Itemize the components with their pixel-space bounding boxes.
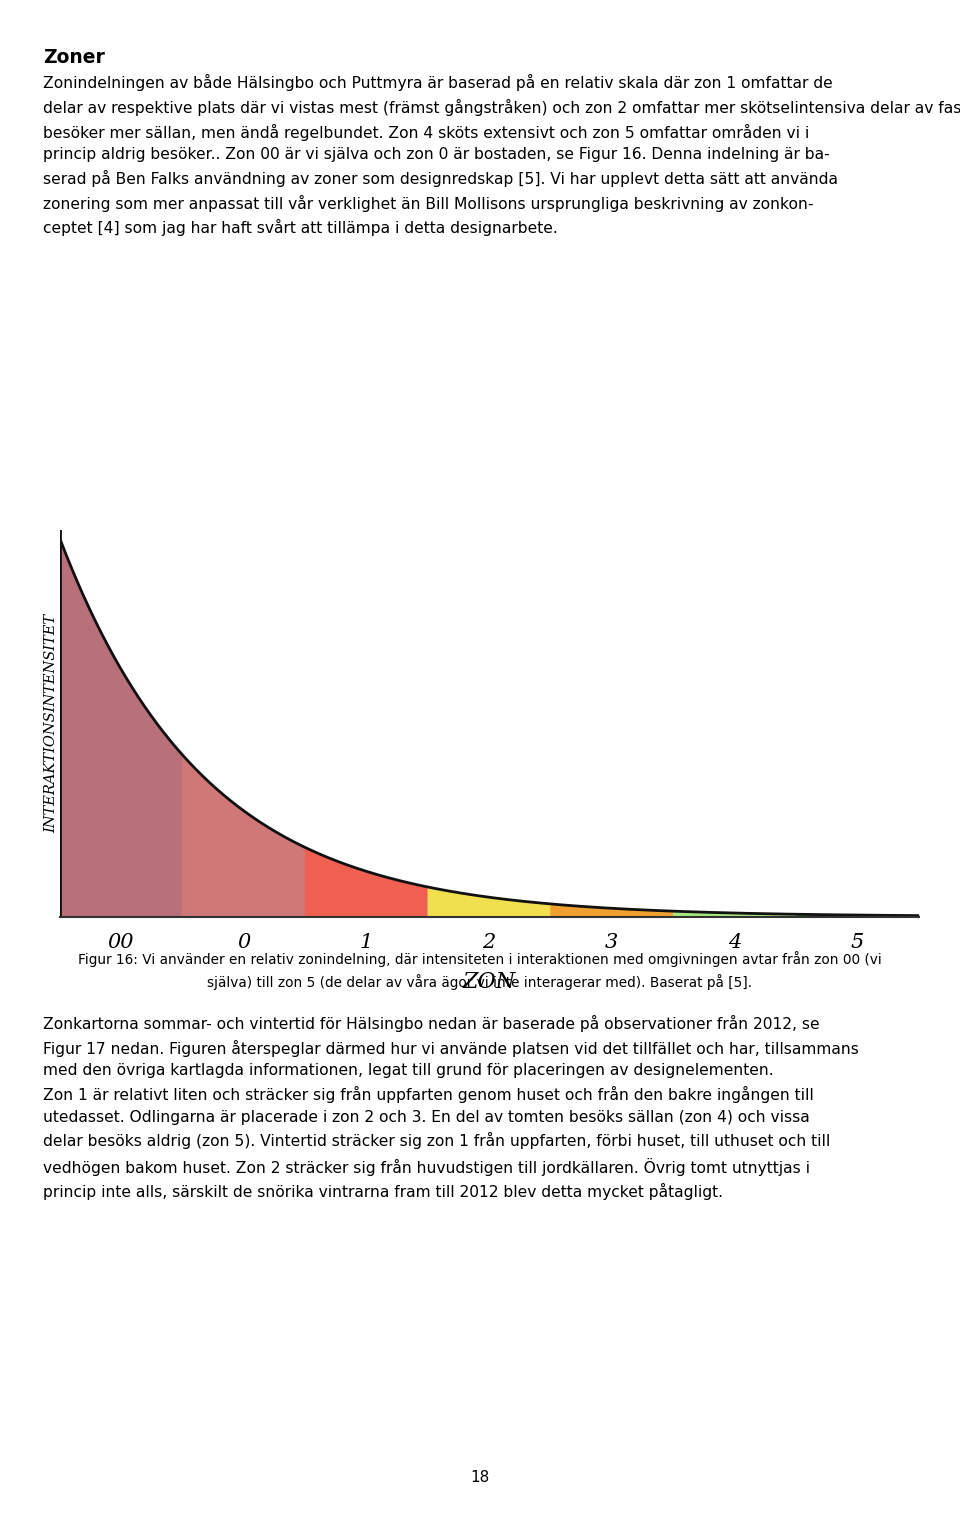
Text: Zonkartorna sommar- och vintertid för Hälsingbo nedan är baserade på observation: Zonkartorna sommar- och vintertid för Hä…	[43, 1015, 859, 1200]
Text: Zoner: Zoner	[43, 48, 105, 68]
Text: Zonindelningen av både Hälsingbo och Puttmyra är baserad på en relativ skala där: Zonindelningen av både Hälsingbo och Put…	[43, 74, 960, 236]
Y-axis label: INTERAKTIONSINTENSITET: INTERAKTIONSINTENSITET	[44, 614, 59, 833]
X-axis label: ZON: ZON	[463, 971, 516, 992]
Text: 18: 18	[470, 1470, 490, 1485]
Text: Figur 16: Vi använder en relativ zonindelning, där intensiteten i interaktionen : Figur 16: Vi använder en relativ zoninde…	[78, 951, 882, 989]
